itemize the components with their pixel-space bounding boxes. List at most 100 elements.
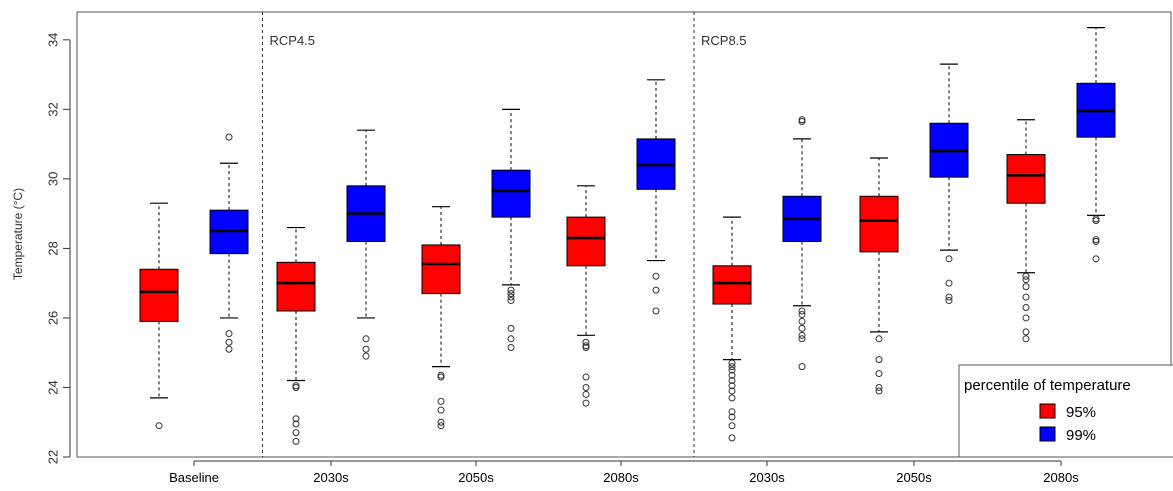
outlier-point [292,429,300,437]
box [139,268,179,322]
legend-frame [958,364,1173,458]
legend: percentile of temperature 95% 99% [958,364,1173,458]
outlier-point [728,377,736,385]
outlier-point [652,307,660,315]
outlier-point [437,373,445,381]
box-group [712,216,752,442]
outlier-point [292,420,300,428]
outlier-point [875,370,883,378]
section-label: RCP4.5 [270,33,316,48]
outlier-point [798,363,806,371]
y-tick-label: 22 [45,450,60,464]
outlier-point [728,363,736,371]
outlier-point [1022,276,1030,284]
y-tick-label: 28 [45,241,60,255]
outlier-point [798,324,806,332]
outlier-point [582,343,590,351]
outlier-point [507,293,515,301]
box-group [566,185,606,407]
outlier-point [798,118,806,126]
outlier-point [1022,283,1030,291]
outlier-point [798,335,806,343]
box [1006,154,1046,204]
box-group [346,129,386,360]
outlier-point [225,330,233,338]
x-tick-label: 2080s [603,470,639,485]
outlier-point [728,394,736,402]
outlier-point [798,307,806,315]
outlier-point [1092,217,1100,225]
outlier-point [507,297,515,305]
outlier-point [155,422,163,430]
outlier-point [728,387,736,395]
outlier-point [652,286,660,294]
x-tick-label: 2030s [313,470,349,485]
outlier-point [582,383,590,391]
box-groups [139,27,1116,445]
outlier-point [1022,304,1030,312]
y-tick-label: 32 [45,102,60,116]
outlier-point [507,290,515,298]
outlier-point [875,387,883,395]
box-group [139,202,179,430]
outlier-point [728,408,736,416]
outlier-point [225,345,233,353]
outlier-point [1022,272,1030,280]
outlier-point [507,335,515,343]
outlier-point [1022,314,1030,322]
outlier-point [362,335,370,343]
outlier-point [1022,328,1030,336]
outlier-point [1022,293,1030,301]
outlier-point [945,297,953,305]
outlier-point [1092,237,1100,245]
outlier-point [798,310,806,318]
outlier-point [875,383,883,391]
x-tick-label: 2050s [896,470,932,485]
box-group [1006,119,1046,343]
box-group [636,79,676,315]
y-tick-label: 26 [45,311,60,325]
box-group [782,116,822,371]
outlier-point [875,335,883,343]
outlier-point [437,406,445,414]
outlier-point [728,434,736,442]
outlier-point [728,413,736,421]
box-group [491,108,531,351]
x-tick-label: 2050s [458,470,494,485]
box [491,169,531,218]
box [859,195,899,253]
legend-title: percentile of temperature [964,377,1131,394]
box-group [421,206,461,430]
legend-swatch-99 [1039,426,1056,442]
outlier-point [582,373,590,381]
section-separators: RCP4.5 RCP8.5 [262,12,747,457]
outlier-point [728,371,736,379]
outlier-point [728,366,736,374]
outlier-point [292,415,300,423]
outlier-point [292,383,300,391]
outlier-point [798,317,806,325]
outlier-point [875,356,883,364]
legend-label-99: 99% [1066,427,1096,444]
outlier-point [798,331,806,339]
outlier-point [582,338,590,346]
plot-frame [76,11,1172,458]
y-axis-label: Temperature (°C) [11,188,25,280]
outlier-point [582,399,590,407]
outlier-point [362,352,370,360]
outlier-point [945,255,953,263]
outlier-point [225,133,233,141]
outlier-point [507,286,515,294]
outlier-point [437,397,445,405]
outlier-point [728,382,736,390]
box-group [929,63,969,305]
x-tick-label: Baseline [169,470,219,485]
box [276,261,316,312]
outlier-point [362,345,370,353]
box-group [1076,27,1116,263]
box [421,244,461,295]
outlier-point [1092,255,1100,263]
outlier-point [507,343,515,351]
outlier-point [582,390,590,398]
